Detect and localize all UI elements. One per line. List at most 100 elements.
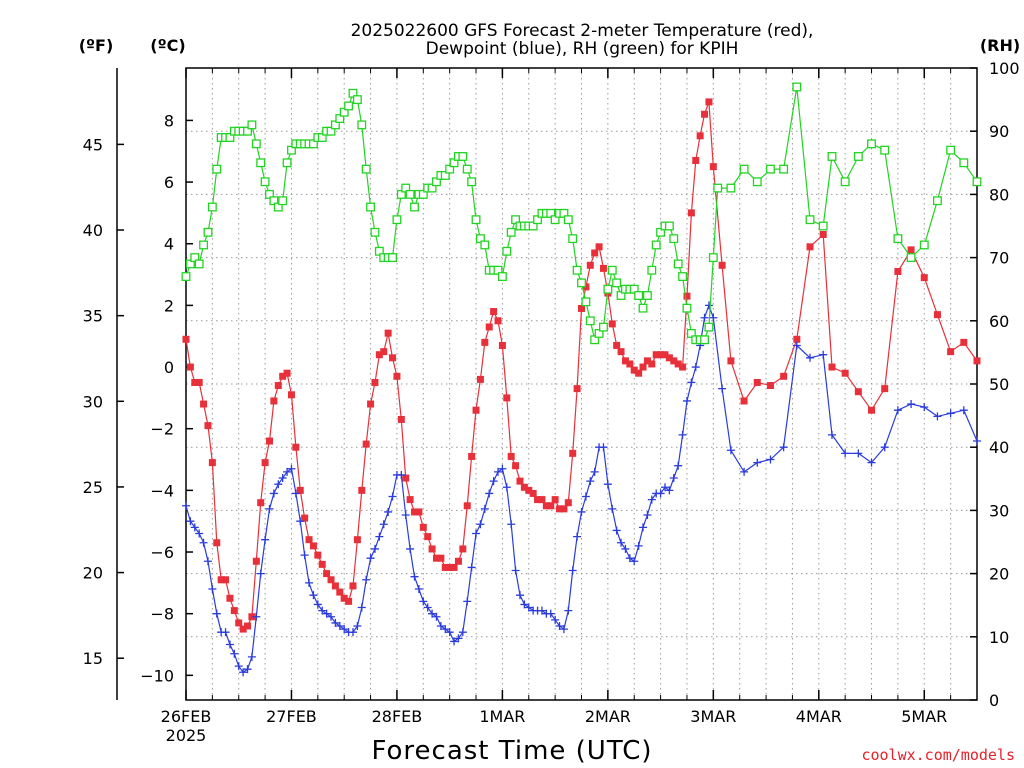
data-point xyxy=(819,350,828,359)
data-point xyxy=(502,246,512,256)
data-point xyxy=(705,98,713,106)
data-point xyxy=(458,628,467,637)
data-point xyxy=(498,464,507,473)
data-point xyxy=(679,363,687,371)
credit-link[interactable]: coolwx.com/models xyxy=(861,746,1015,764)
data-point xyxy=(314,551,322,559)
data-point xyxy=(506,227,516,237)
data-point xyxy=(551,615,560,624)
data-point xyxy=(331,618,340,627)
data-point xyxy=(208,459,216,467)
data-point xyxy=(203,227,213,237)
data-point xyxy=(494,317,502,325)
data-point xyxy=(643,511,652,520)
data-point xyxy=(691,363,700,372)
data-point xyxy=(207,202,217,212)
data-point xyxy=(252,557,260,565)
data-point xyxy=(437,554,445,562)
data-point xyxy=(626,360,634,368)
data-point xyxy=(933,412,942,421)
data-point xyxy=(239,668,248,677)
data-point xyxy=(389,354,397,362)
data-point xyxy=(388,492,397,501)
data-point xyxy=(617,538,626,547)
data-point xyxy=(485,323,493,331)
data-point xyxy=(933,196,942,206)
data-point xyxy=(524,603,533,612)
celsius-tick-label: 8 xyxy=(164,111,174,130)
data-point xyxy=(946,145,956,155)
data-point xyxy=(221,628,230,637)
data-point xyxy=(497,272,507,282)
data-point xyxy=(577,507,586,516)
rh-tick-label: 60 xyxy=(989,312,1009,331)
data-point xyxy=(446,563,454,571)
data-point xyxy=(428,609,437,618)
data-point xyxy=(792,341,801,350)
data-point xyxy=(327,612,336,621)
data-point xyxy=(683,292,691,300)
data-point xyxy=(186,517,195,526)
data-point xyxy=(573,532,582,541)
data-point xyxy=(630,557,639,566)
data-point xyxy=(515,591,524,600)
data-point xyxy=(331,582,339,590)
data-point xyxy=(384,329,392,337)
data-point xyxy=(353,622,362,631)
data-point xyxy=(959,406,968,415)
data-point xyxy=(556,505,564,513)
data-point xyxy=(362,575,371,584)
fahrenheit-tick-label: 40 xyxy=(83,221,103,240)
data-point xyxy=(854,388,862,396)
rh-tick-label: 90 xyxy=(989,122,1009,141)
data-point xyxy=(195,529,204,538)
data-point xyxy=(893,406,902,415)
data-point xyxy=(419,597,428,606)
data-point xyxy=(581,297,591,307)
data-point xyxy=(617,348,625,356)
data-point xyxy=(647,495,656,504)
data-point xyxy=(880,443,889,452)
data-point xyxy=(726,183,736,193)
data-point xyxy=(384,507,393,516)
data-point xyxy=(792,82,802,92)
data-point xyxy=(244,622,252,630)
data-point xyxy=(305,578,314,587)
x-tick-label: 5MAR xyxy=(901,707,947,726)
data-point xyxy=(639,523,648,532)
data-point xyxy=(551,496,559,504)
data-point xyxy=(674,360,682,368)
data-point xyxy=(441,625,450,634)
data-point xyxy=(494,467,503,476)
data-point xyxy=(868,406,876,414)
data-point xyxy=(463,502,471,510)
data-point xyxy=(573,385,581,393)
data-point xyxy=(806,243,814,251)
tick-labels: 86420−2−4−6−8−10454035302520151009080706… xyxy=(83,59,1020,745)
data-point xyxy=(424,533,432,541)
data-point xyxy=(415,508,423,516)
data-series xyxy=(181,82,982,677)
data-point xyxy=(296,486,304,494)
data-point xyxy=(599,443,608,452)
data-point xyxy=(704,322,714,332)
data-point xyxy=(380,348,388,356)
chart-title-line2: Dewpoint (blue), RH (green) for KPIH xyxy=(426,39,739,59)
data-point xyxy=(537,606,546,615)
data-point xyxy=(366,202,376,212)
data-point xyxy=(503,394,511,402)
data-point xyxy=(660,483,669,492)
data-point xyxy=(542,502,550,510)
data-point xyxy=(401,511,410,520)
data-point xyxy=(353,536,361,544)
data-point xyxy=(182,335,190,343)
data-point xyxy=(472,406,480,414)
rh-tick-label: 50 xyxy=(989,375,1009,394)
data-point xyxy=(599,322,608,332)
data-point xyxy=(709,313,718,322)
data-point xyxy=(569,449,577,457)
data-point xyxy=(893,234,903,244)
data-point xyxy=(753,378,761,386)
celsius-tick-label: −6 xyxy=(150,543,174,562)
data-point xyxy=(481,338,489,346)
